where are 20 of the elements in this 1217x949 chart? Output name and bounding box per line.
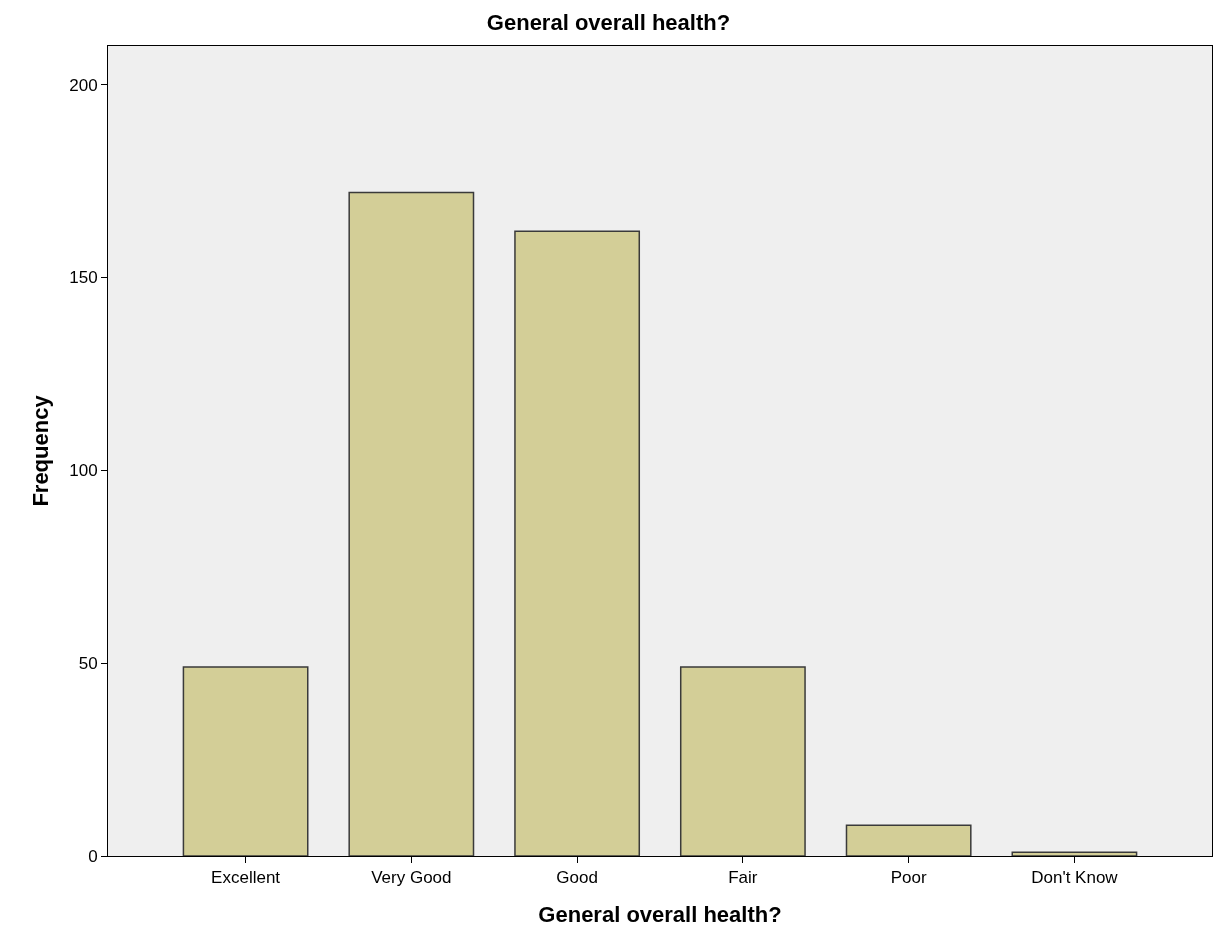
bar [679,666,806,856]
y-tick-label: 0 [88,846,98,866]
bar [348,191,475,856]
bar [514,230,641,856]
y-tick-label: 200 [69,75,98,95]
x-tick-label: Good [556,868,598,888]
x-tick-label: Don't Know [1031,868,1119,888]
bar [1011,851,1138,856]
chart-title: General overall health? [486,9,731,35]
bar [182,666,309,856]
y-tick-label: 50 [78,654,98,674]
y-axis-title: Frequency [28,394,54,507]
bar [845,824,972,856]
x-tick-label: Very Good [371,868,452,888]
y-tick-label: 150 [69,268,98,288]
y-tick-label: 100 [69,461,98,481]
x-tick-label: Fair [728,868,758,888]
x-tick-label: Excellent [211,868,281,888]
x-tick-label: Poor [890,868,927,888]
x-axis-title: General overall health? [538,902,782,928]
